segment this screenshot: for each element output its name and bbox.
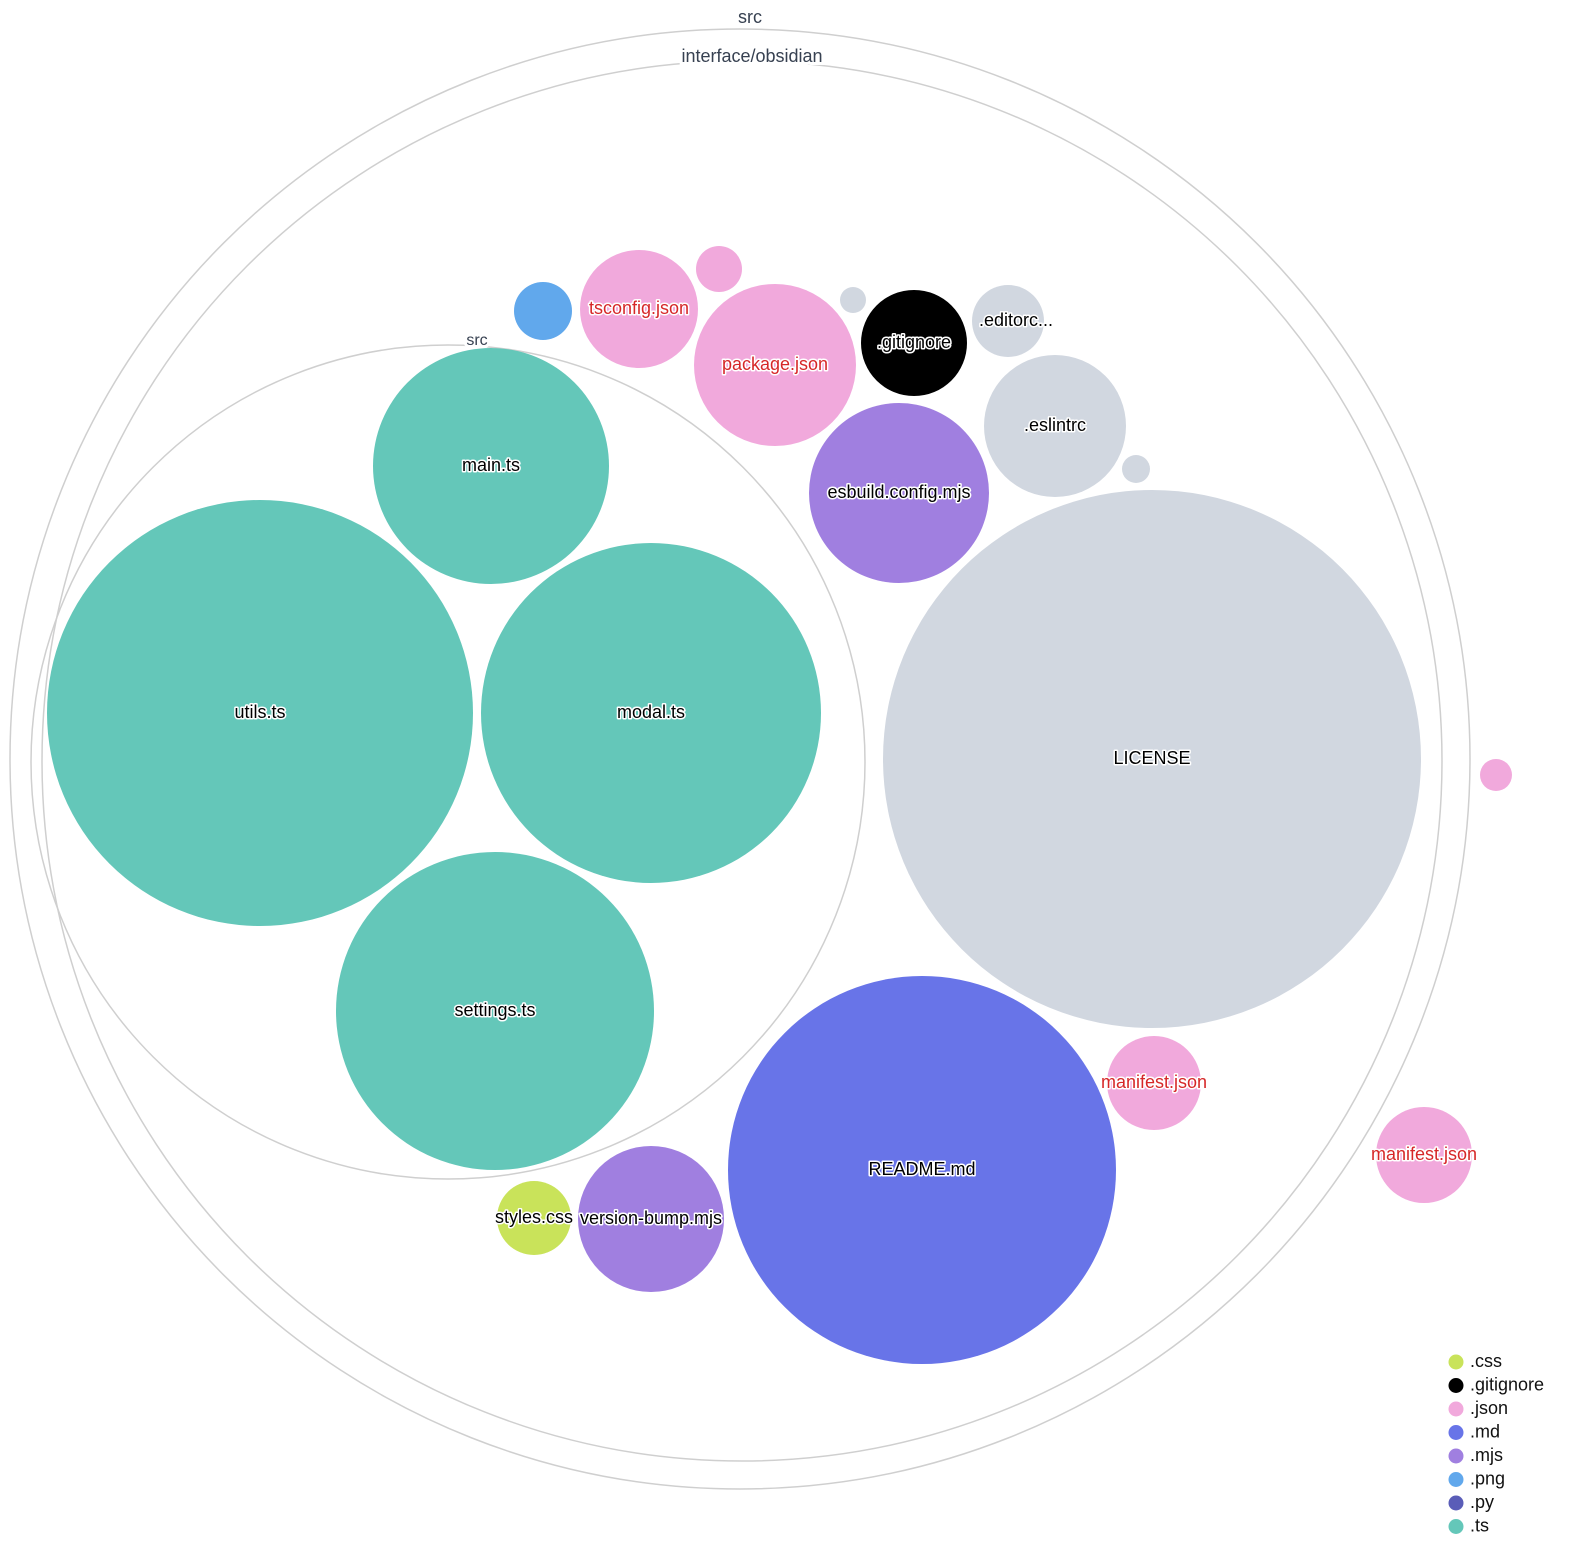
file-label: utils.ts <box>234 702 285 722</box>
file-circle[interactable] <box>972 285 1044 357</box>
file-circle[interactable] <box>840 287 866 313</box>
file-label: main.ts <box>462 455 520 475</box>
legend-swatch <box>1448 1378 1464 1393</box>
file-circle[interactable] <box>1107 1036 1201 1130</box>
legend-label: .png <box>1470 1468 1505 1488</box>
file-label: manifest.json <box>1371 1144 1477 1164</box>
file-circle[interactable] <box>481 543 821 883</box>
file-circle[interactable] <box>861 290 967 396</box>
legend-label: .gitignore <box>1470 1374 1544 1394</box>
file-circle[interactable] <box>809 403 989 583</box>
file-circle[interactable] <box>694 284 856 446</box>
file-circle[interactable] <box>514 282 572 340</box>
file-circle[interactable] <box>497 1181 571 1255</box>
file-label: package.json <box>722 354 828 374</box>
folder-interface-obsidian[interactable]: interface/obsidian <box>41 43 1443 1462</box>
file-label: version-bump.mjs <box>580 1208 722 1228</box>
file-label: modal.ts <box>617 702 685 722</box>
file-label: README.md <box>868 1159 975 1179</box>
legend-swatch <box>1448 1448 1464 1464</box>
file-circle[interactable] <box>578 1146 724 1292</box>
file-circle[interactable] <box>47 500 473 926</box>
legend: .css .gitignore .json .md .mjs .png .py .ts <box>1448 1351 1544 1535</box>
legend-swatch <box>1448 1495 1464 1511</box>
legend-swatch <box>1448 1472 1464 1487</box>
folder-src-inner[interactable]: src <box>30 329 866 1180</box>
file-label: tsconfig.json <box>589 298 689 318</box>
file-circle[interactable] <box>696 246 742 292</box>
legend-label: .json <box>1470 1398 1508 1418</box>
file-circle[interactable] <box>373 348 609 584</box>
legend-swatch <box>1448 1519 1464 1534</box>
file-label: styles.css <box>495 1207 573 1227</box>
legend-swatch <box>1448 1354 1464 1370</box>
folder-label: interface/obsidian <box>681 46 822 66</box>
file-label: .editorc... <box>979 310 1053 330</box>
file-label: manifest.json <box>1101 1072 1207 1092</box>
file-circle[interactable] <box>984 355 1126 497</box>
folder-label: src <box>466 332 487 349</box>
file-circle[interactable] <box>883 490 1421 1028</box>
folder-src-root[interactable]: src <box>9 4 1471 1490</box>
file-circle[interactable] <box>1122 455 1150 483</box>
legend-label: .css <box>1470 1351 1502 1371</box>
file-label: esbuild.config.mjs <box>827 482 970 502</box>
file-circle[interactable] <box>728 976 1116 1364</box>
folder-label: src <box>738 7 762 27</box>
file-circle[interactable] <box>1480 759 1512 791</box>
file-label: .eslintrc <box>1024 415 1086 435</box>
file-label: LICENSE <box>1113 748 1190 768</box>
legend-label: .mjs <box>1470 1445 1503 1465</box>
file-circle[interactable] <box>1376 1107 1472 1203</box>
legend-label: .md <box>1470 1421 1500 1441</box>
file-circle[interactable] <box>580 250 698 368</box>
legend-swatch <box>1448 1425 1464 1440</box>
file-label: settings.ts <box>454 1000 535 1020</box>
legend-label: .py <box>1470 1492 1494 1512</box>
file-circle[interactable] <box>336 852 654 1170</box>
legend-swatch <box>1448 1401 1464 1417</box>
file-label: .gitignore <box>877 332 951 352</box>
legend-label: .ts <box>1470 1515 1489 1535</box>
